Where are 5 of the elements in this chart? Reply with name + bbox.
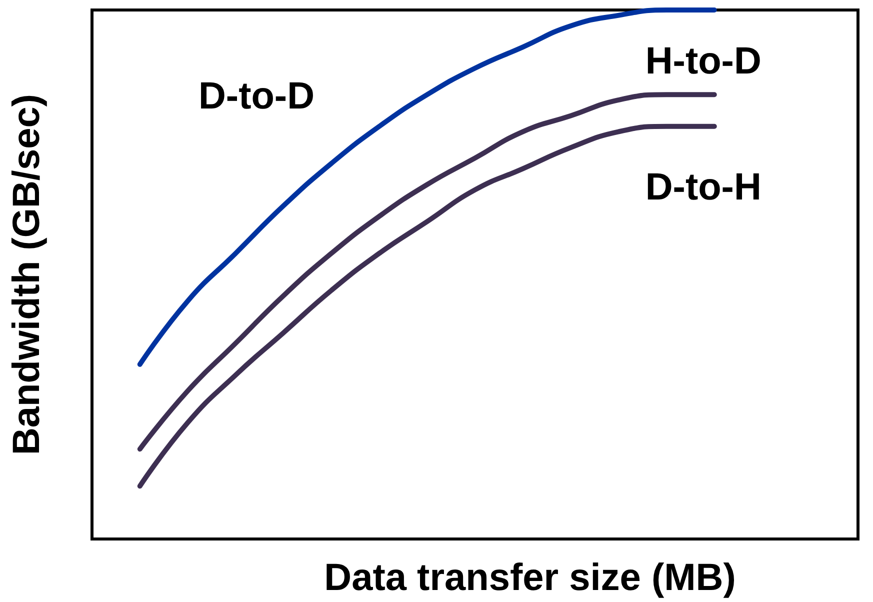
y-axis-title: Bandwidth (GB/sec) xyxy=(6,94,48,456)
series-label: H-to-D xyxy=(645,40,762,83)
x-axis-title: Data transfer size (MB) xyxy=(324,557,736,599)
series-label: D-to-D xyxy=(198,76,315,118)
series-label: D-to-H xyxy=(645,166,762,208)
